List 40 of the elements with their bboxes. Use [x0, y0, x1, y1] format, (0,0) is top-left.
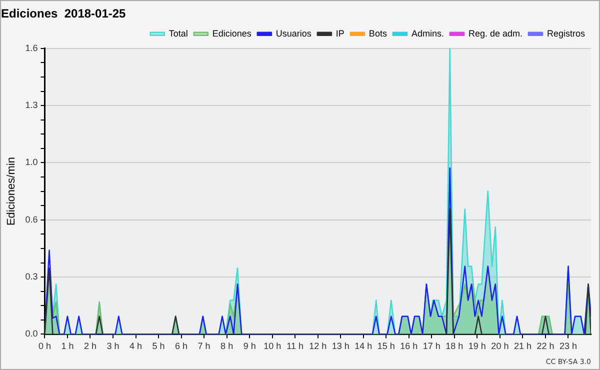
legend-label: Usuarios — [276, 28, 312, 38]
y-tick-label: 0.3 — [25, 272, 38, 282]
x-tick-label: 12 h — [309, 341, 327, 352]
x-tick-label: 18 h — [446, 341, 464, 352]
x-tick-label: 2 h — [84, 341, 96, 352]
x-tick-label: 21 h — [514, 341, 532, 352]
x-tick-label: 6 h — [175, 341, 188, 352]
legend-label: Ediciones — [212, 28, 252, 38]
legend-label: Bots — [368, 28, 388, 38]
x-tick-label: 15 h — [377, 341, 395, 352]
x-tick-label: 14 h — [354, 341, 372, 352]
x-tick-label: 0 h — [38, 341, 51, 352]
x-tick-label: 5 h — [152, 341, 165, 352]
legend-label: IP — [336, 28, 344, 38]
x-tick-label: 17 h — [422, 341, 440, 352]
x-tick-label: 22 h — [536, 341, 554, 352]
x-tick-label: 23 h — [559, 341, 578, 352]
x-tick-label: 16 h — [400, 341, 418, 352]
x-tick-label: 20 h — [491, 341, 509, 352]
y-tick-label: 1.6 — [25, 42, 38, 53]
x-tick-label: 9 h — [243, 341, 256, 352]
legend-label: Admins. — [411, 28, 444, 38]
x-tick-label: 8 h — [220, 341, 234, 352]
y-tick-label: 1.0 — [25, 157, 38, 168]
x-tick-label: 7 h — [198, 341, 210, 352]
legend-label: Registros — [546, 28, 586, 38]
x-tick-label: 11 h — [286, 341, 304, 352]
y-axis-title: Ediciones/min — [6, 157, 18, 226]
legend-label: Total — [168, 28, 188, 38]
y-tick-label: 0.6 — [25, 214, 38, 224]
x-tick-label: 3 h — [106, 341, 120, 352]
x-tick-label: 4 h — [130, 341, 142, 352]
y-tick-label: 1.3 — [25, 100, 38, 110]
x-tick-label: 19 h — [468, 341, 486, 352]
y-tick-label: 0.0 — [25, 328, 38, 339]
chart-title: Ediciones 2018-01-25 — [1, 6, 126, 21]
x-tick-label: 10 h — [264, 341, 282, 352]
x-tick-label: 13 h — [332, 341, 350, 352]
legend-label: Reg. de adm. — [468, 28, 522, 38]
x-tick-label: 1 h — [61, 341, 74, 352]
